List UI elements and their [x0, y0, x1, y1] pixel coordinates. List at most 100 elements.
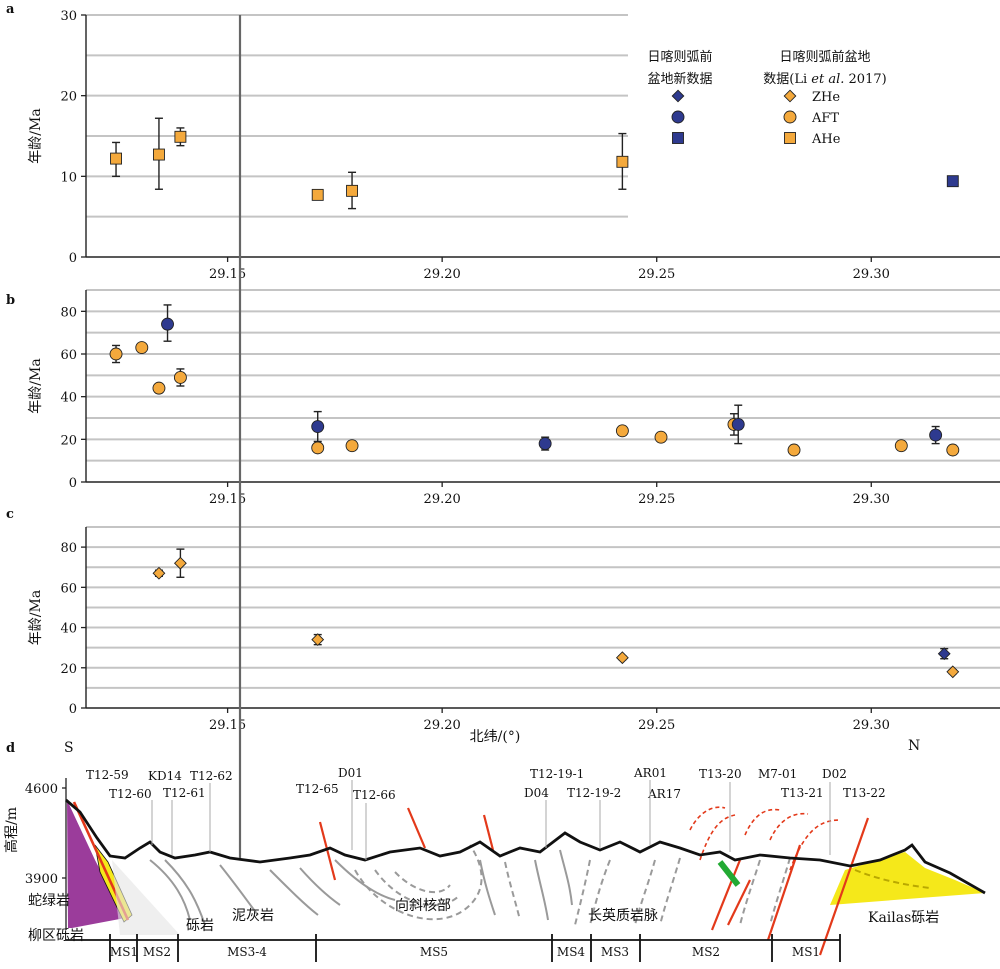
x-tick-label: 29.20	[424, 718, 461, 733]
unit-label: MS1	[792, 945, 820, 959]
y-tick-label: 0	[69, 251, 77, 266]
y-tick-label: 0	[69, 702, 77, 717]
x-tick-label: 29.25	[638, 718, 675, 733]
y-tick-label: 0	[69, 476, 77, 491]
sample-leader-lines	[151, 780, 831, 860]
x-tick-label: 29.15	[209, 492, 246, 507]
data-point-aft-new	[311, 420, 325, 433]
sample-label: T12-59	[86, 768, 129, 782]
sample-label: T12-61	[163, 786, 206, 800]
dashed-faults	[689, 806, 841, 871]
sample-label: T13-22	[843, 786, 886, 800]
legend: 日喀则弧前 盆地新数据 日喀则弧前盆地 数据(Li et al. 2017) Z…	[647, 49, 886, 147]
data-point-zhe-new	[937, 647, 951, 661]
legend-marker-new-aft	[671, 110, 685, 124]
sample-label: T12-66	[353, 788, 396, 802]
sample-label: D02	[822, 767, 847, 781]
data-point-ahe-new	[946, 175, 959, 188]
felsic-dyke	[717, 860, 741, 887]
y-tick-label: 80	[60, 305, 77, 320]
unit-label: MS2	[143, 945, 171, 959]
y-axis-label: 年龄/Ma	[28, 108, 44, 163]
north-label: N	[908, 738, 920, 754]
x-tick-label: 29.25	[638, 492, 675, 507]
data-point-aft-new	[731, 417, 745, 431]
rock-label-liuqu: 柳区砾岩	[28, 927, 84, 944]
rock-label-kailas: Kailas砾岩	[868, 910, 939, 926]
legend-marker-li-aft	[783, 110, 797, 124]
sample-label: T12-19-1	[530, 767, 584, 781]
data-point-aft-li2017	[311, 441, 325, 455]
x-tick-label: 29.30	[853, 492, 890, 507]
rock-label-felsic-dyke: 长英质岩脉	[588, 907, 658, 924]
data-point-aft-new	[929, 428, 943, 442]
unit-label: MS5	[420, 945, 448, 959]
data-point-zhe-li2017	[946, 665, 960, 679]
data-point-aft-li2017	[135, 341, 149, 355]
legend-new-header-line1: 日喀则弧前	[647, 49, 712, 65]
y-tick-label: 40	[60, 391, 77, 406]
rock-label-conglomerate: 砾岩	[186, 918, 214, 934]
unit-label: MS3-4	[227, 945, 267, 959]
x-tick-label: 29.30	[853, 718, 890, 733]
legend-label-aft: AFT	[811, 111, 839, 126]
data-point-aft-li2017	[109, 347, 123, 361]
chart-panel-c: 0 20 40 60 80 29.15 29.20 29.25 29.30 年龄/Ma c	[6, 507, 1000, 733]
y-tick-label: 20	[60, 433, 77, 448]
sample-label: AR17	[647, 787, 681, 801]
data-point-aft-new	[161, 317, 174, 331]
folded-strata	[149, 844, 931, 926]
legend-marker-li-zhe	[783, 89, 797, 103]
sample-label: D04	[524, 786, 549, 800]
data-point-aft-li2017	[787, 443, 801, 457]
sample-label: T12-19-2	[567, 786, 621, 800]
panel-letter-b: b	[6, 293, 15, 308]
x-tick-label: 29.20	[424, 267, 461, 282]
data-point-aft-li2017	[946, 443, 960, 457]
faults	[318, 807, 870, 956]
sample-label: KD14	[148, 769, 182, 783]
conglomerate-wedge	[112, 860, 180, 935]
y-tick-label: 40	[60, 622, 77, 637]
topographic-profile	[65, 798, 986, 895]
data-point-zhe-li2017	[311, 633, 325, 647]
legend-li-header-line2: 数据(Li et al. 2017)	[763, 72, 886, 87]
x-tick-label: 29.30	[853, 267, 890, 282]
legend-marker-new-ahe	[672, 132, 684, 144]
legend-li-header-line1: 日喀则弧前盆地	[779, 49, 870, 65]
sample-label: D01	[338, 766, 363, 780]
data-point-zhe-li2017	[615, 651, 629, 665]
data-point-aft-li2017	[345, 439, 359, 453]
data-point-aft-li2017	[152, 381, 166, 395]
data-point-aft-li2017	[615, 424, 629, 438]
panel-letter-d: d	[6, 741, 15, 756]
data-point-ahe-li2017	[311, 188, 324, 201]
rock-label-marl: 泥灰岩	[232, 908, 274, 924]
chart-panel-a: 0 10 20 30 29.15 29.20 29.25 29.30 年龄/Ma a	[6, 2, 1000, 282]
y-tick-label: 20	[60, 662, 77, 677]
legend-new-header-line2: 盆地新数据	[647, 71, 712, 87]
sample-label: T13-20	[699, 767, 742, 781]
sample-label: M7-01	[758, 767, 797, 781]
y-tick-label: 20	[60, 90, 77, 105]
y-tick-label: 30	[60, 9, 77, 24]
data-point-aft-li2017	[654, 430, 668, 444]
sample-label: AR01	[633, 766, 667, 780]
x-tick-label: 29.15	[209, 718, 246, 733]
y-axis-label: 年龄/Ma	[28, 358, 44, 413]
data-point-ahe-li2017	[346, 184, 358, 197]
chart-panel-b: 0 20 40 60 80 29.15 29.20 29.25 29.30 年龄/Ma b	[6, 289, 1000, 507]
data-point-ahe-li2017	[174, 130, 187, 143]
south-label: S	[64, 740, 74, 756]
unit-label: MS3	[601, 945, 629, 959]
legend-marker-new-zhe	[671, 89, 685, 103]
y-tick-label: 10	[60, 170, 77, 185]
cross-section: d S N 高程/m 4600 3900	[3, 738, 986, 962]
rock-label-syncline-core: 向斜核部	[395, 898, 451, 914]
unit-label: MS4	[557, 945, 586, 959]
unit-dividers	[109, 934, 841, 962]
x-tick-label: 29.15	[209, 267, 246, 282]
data-point-ahe-li2017	[616, 155, 629, 168]
legend-label-zhe: ZHe	[812, 90, 840, 105]
